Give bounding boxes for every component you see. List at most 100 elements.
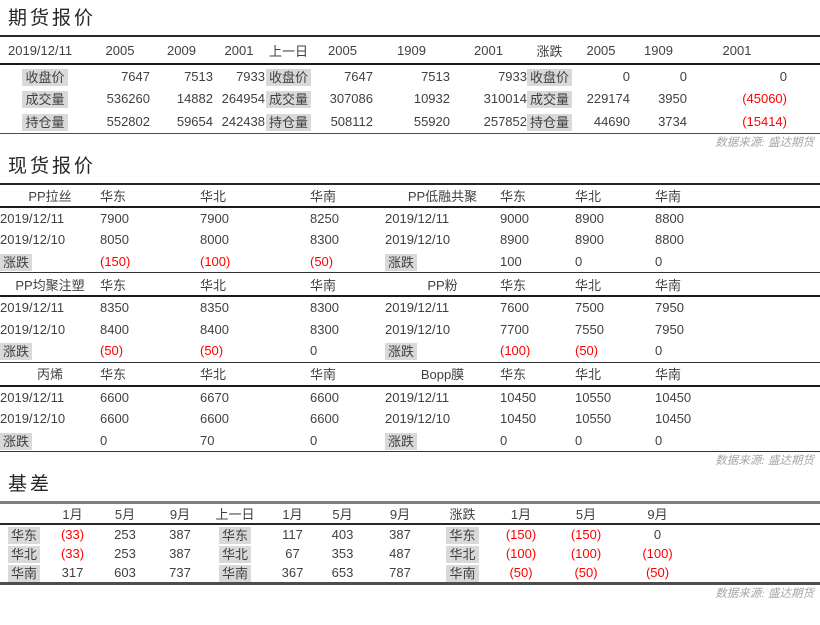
- table-cell: 70: [200, 430, 310, 452]
- highlighted-label: 成交量: [527, 91, 572, 108]
- data-source-note: 数据来源: 盛达期货: [715, 136, 814, 149]
- column-header: 华东: [500, 273, 575, 297]
- basis-table: 1月 5月 9月 上一日 1月 5月 9月 涨跌 1月 5月 9月 华东 (33) 253 387 华东 117…: [0, 501, 820, 585]
- cell-value: 7933: [236, 68, 265, 84]
- table-cell: 100: [500, 251, 575, 273]
- cell-value: (50): [574, 565, 598, 580]
- cell-value: 403: [331, 527, 354, 542]
- cell-value: 10450: [655, 389, 692, 405]
- table-cell: 7550: [575, 318, 655, 340]
- table-cell: 7950: [655, 296, 820, 318]
- cell-value: (33): [60, 527, 85, 542]
- table-cell: [787, 64, 820, 87]
- table-cell: 317: [50, 563, 95, 584]
- cell-value: 8350: [100, 300, 129, 315]
- basis-section: 基差 1月 5月 9月 上一日 1月 5月 9月 涨跌 1月 5月 9月 华东 (33) 253 387 华东…: [0, 474, 820, 601]
- highlighted-label: 持仓量: [265, 113, 311, 131]
- column-header: 华东: [100, 273, 200, 297]
- cell-value: 0: [100, 432, 108, 448]
- table-cell: 持仓量: [0, 110, 90, 133]
- column-header: 华南: [655, 273, 820, 297]
- table-cell: 229174: [572, 87, 630, 110]
- table-cell: 307086: [312, 87, 373, 110]
- cell-value: 2019/12/11: [385, 389, 450, 405]
- column-header: 华北: [575, 273, 655, 297]
- cell-value: 2019/12/10: [385, 411, 451, 426]
- highlighted-label: 华南: [8, 565, 41, 582]
- column-header: 9月: [365, 502, 435, 525]
- table-cell: 涨跌: [0, 251, 100, 273]
- cell-value: 59654: [176, 113, 213, 129]
- table-cell: 7513: [373, 64, 450, 87]
- table-cell: 353: [320, 544, 365, 563]
- cell-value: 8900: [500, 232, 529, 247]
- table-cell: 603: [95, 563, 155, 584]
- column-header: 华北: [575, 362, 655, 387]
- highlighted-label: 持仓量: [527, 113, 572, 131]
- column-header: PP低融共聚: [385, 183, 500, 208]
- table-cell: 55920: [373, 110, 450, 133]
- table-cell: 6670: [200, 386, 310, 408]
- table-cell: (50): [552, 563, 620, 584]
- table-cell: 收盘价: [0, 64, 90, 87]
- table-cell: [787, 110, 820, 133]
- table-row: 2019/12/11 7900 7900 8250 2019/12/11 9000 8900…: [0, 207, 820, 229]
- header-row: 2019/12/11 2005 2009 2001 上一日 2005 1909 2001 涨跌 2…: [0, 36, 820, 65]
- column-header: 2009: [150, 36, 213, 65]
- column-header: 华南: [655, 362, 820, 387]
- column-header: 2005: [312, 36, 373, 65]
- table-cell: 8900: [575, 229, 655, 251]
- table-cell: 10450: [655, 386, 820, 408]
- cell-value: 0: [310, 432, 318, 448]
- cell-value: 7647: [121, 68, 150, 84]
- table-row: 成交量 536260 14882 264954 成交量 307086 10932 310014…: [0, 87, 820, 110]
- table-cell: 6600: [100, 408, 200, 430]
- table-cell: 10450: [500, 386, 575, 408]
- highlighted-label: 涨跌: [0, 432, 33, 450]
- cell-value: 8900: [575, 232, 604, 247]
- cell-value: 8050: [100, 232, 129, 247]
- table-cell: 2019/12/11: [0, 296, 100, 318]
- highlighted-label: 华北: [446, 546, 479, 563]
- column-header: 华东: [100, 362, 200, 387]
- table-cell: 8900: [500, 229, 575, 251]
- table-cell: 持仓量: [527, 110, 572, 133]
- table-cell: 0: [575, 251, 655, 273]
- table-cell: 117: [265, 524, 320, 544]
- highlighted-label: 涨跌: [0, 343, 33, 361]
- table-cell: 6600: [310, 386, 385, 408]
- cell-value: 0: [655, 432, 663, 448]
- cell-value: 8300: [310, 232, 339, 247]
- cell-value: 2019/12/11: [0, 210, 65, 226]
- table-cell: 8400: [100, 318, 200, 340]
- cell-value: 10450: [655, 411, 692, 426]
- table-cell: 收盘价: [265, 64, 312, 87]
- table-cell: 253: [95, 544, 155, 563]
- cell-value: 10932: [413, 91, 450, 106]
- column-header: 华南: [310, 362, 385, 387]
- cell-value: 737: [169, 565, 191, 580]
- futures-section: 期货报价 2019/12/11 2005 2009 2001 上一日 2005 1909 20…: [0, 8, 820, 150]
- cell-value: 2019/12/10: [385, 232, 451, 247]
- table-cell: 7500: [575, 296, 655, 318]
- table-cell: 涨跌: [385, 430, 500, 452]
- table-cell: 6600: [100, 386, 200, 408]
- cell-value: 387: [389, 527, 411, 542]
- cell-value: 8400: [100, 321, 129, 337]
- table-cell: 242438: [213, 110, 265, 133]
- table-cell: 2019/12/10: [385, 408, 500, 430]
- column-header: [787, 36, 820, 65]
- table-cell: 8350: [200, 296, 310, 318]
- table-cell: 6600: [310, 408, 385, 430]
- table-cell: (100): [620, 544, 695, 563]
- cell-value: 253: [114, 527, 136, 542]
- cell-value: (100): [200, 253, 231, 269]
- table-cell: 8000: [200, 229, 310, 251]
- cell-value: 67: [285, 546, 300, 561]
- table-row: 华东 (33) 253 387 华东 117 403 387 华东 (150) (150) 0: [0, 524, 820, 544]
- column-header: 9月: [155, 502, 205, 525]
- table-cell: 0: [500, 430, 575, 452]
- cell-value: 6600: [310, 411, 339, 426]
- cell-value: 6670: [200, 389, 229, 405]
- table-cell: 67: [265, 544, 320, 563]
